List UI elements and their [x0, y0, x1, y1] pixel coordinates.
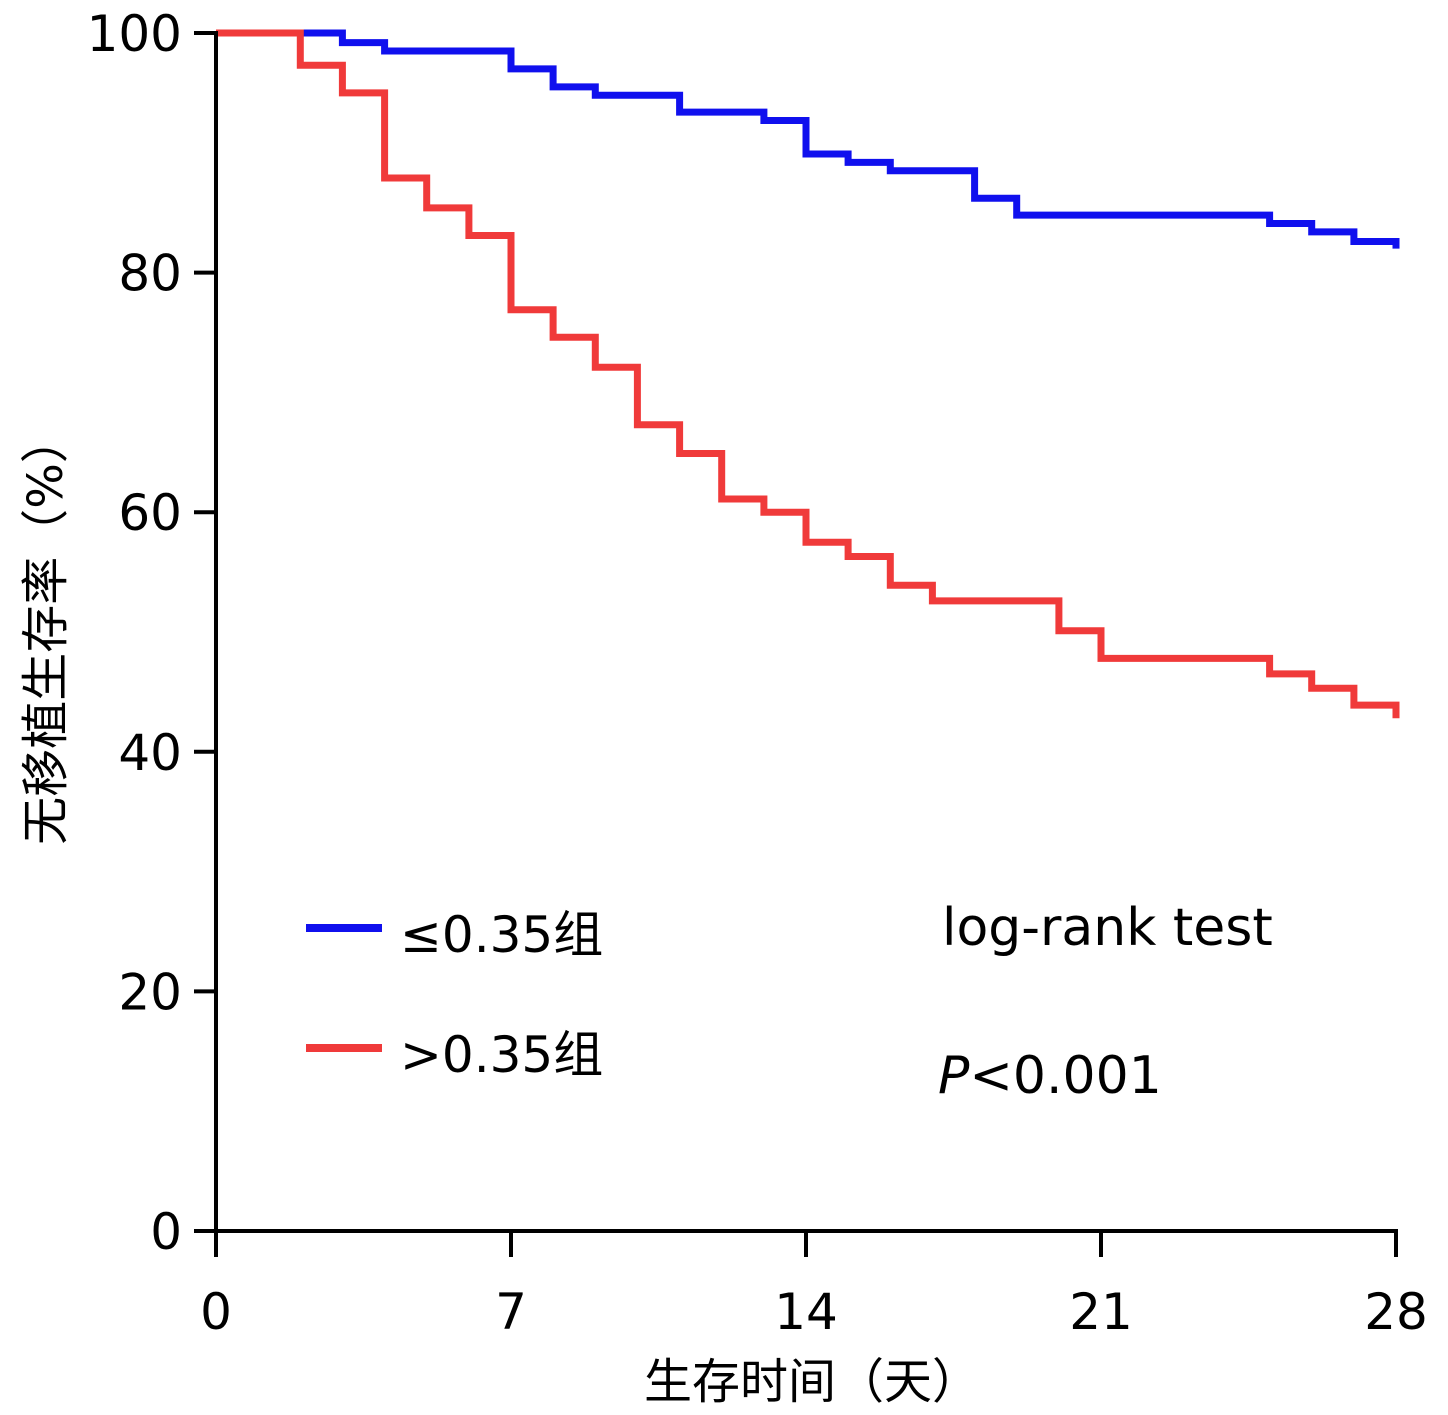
x-tick-label-14: 14 [774, 1283, 838, 1341]
y-tick-label-100: 100 [87, 5, 182, 63]
y-tick-label-0: 0 [150, 1203, 182, 1261]
p-symbol: P [938, 1046, 970, 1106]
test-name-annotation: log-rank test [942, 898, 1273, 958]
series-line-2 [216, 29, 1400, 719]
x-tick-label-21: 21 [1069, 1283, 1133, 1341]
y-tick-label-20: 20 [118, 963, 182, 1021]
p-value: <0.001 [969, 1046, 1161, 1106]
series-layer [216, 29, 1400, 719]
y-tick-label-60: 60 [118, 484, 182, 542]
axis-layer: 0 20 40 60 80 100 0 7 14 21 28 [87, 5, 1428, 1341]
legend: ≤0.35组 >0.35组 [306, 906, 603, 1084]
x-tick-label-0: 0 [200, 1283, 232, 1341]
p-value-annotation: P<0.001 [938, 1046, 1162, 1106]
legend-label-series-2: >0.35组 [400, 1026, 603, 1084]
x-tick-label-7: 7 [495, 1283, 527, 1341]
x-axis-title: 生存时间（天） [644, 1354, 980, 1410]
series-line-1 [216, 29, 1400, 249]
y-tick-label-80: 80 [118, 245, 182, 303]
legend-label-series-1: ≤0.35组 [400, 906, 603, 964]
x-tick-label-28: 28 [1364, 1283, 1428, 1341]
y-tick-label-40: 40 [118, 724, 182, 782]
y-axis-title: 无移植生存率（%） [18, 415, 74, 845]
